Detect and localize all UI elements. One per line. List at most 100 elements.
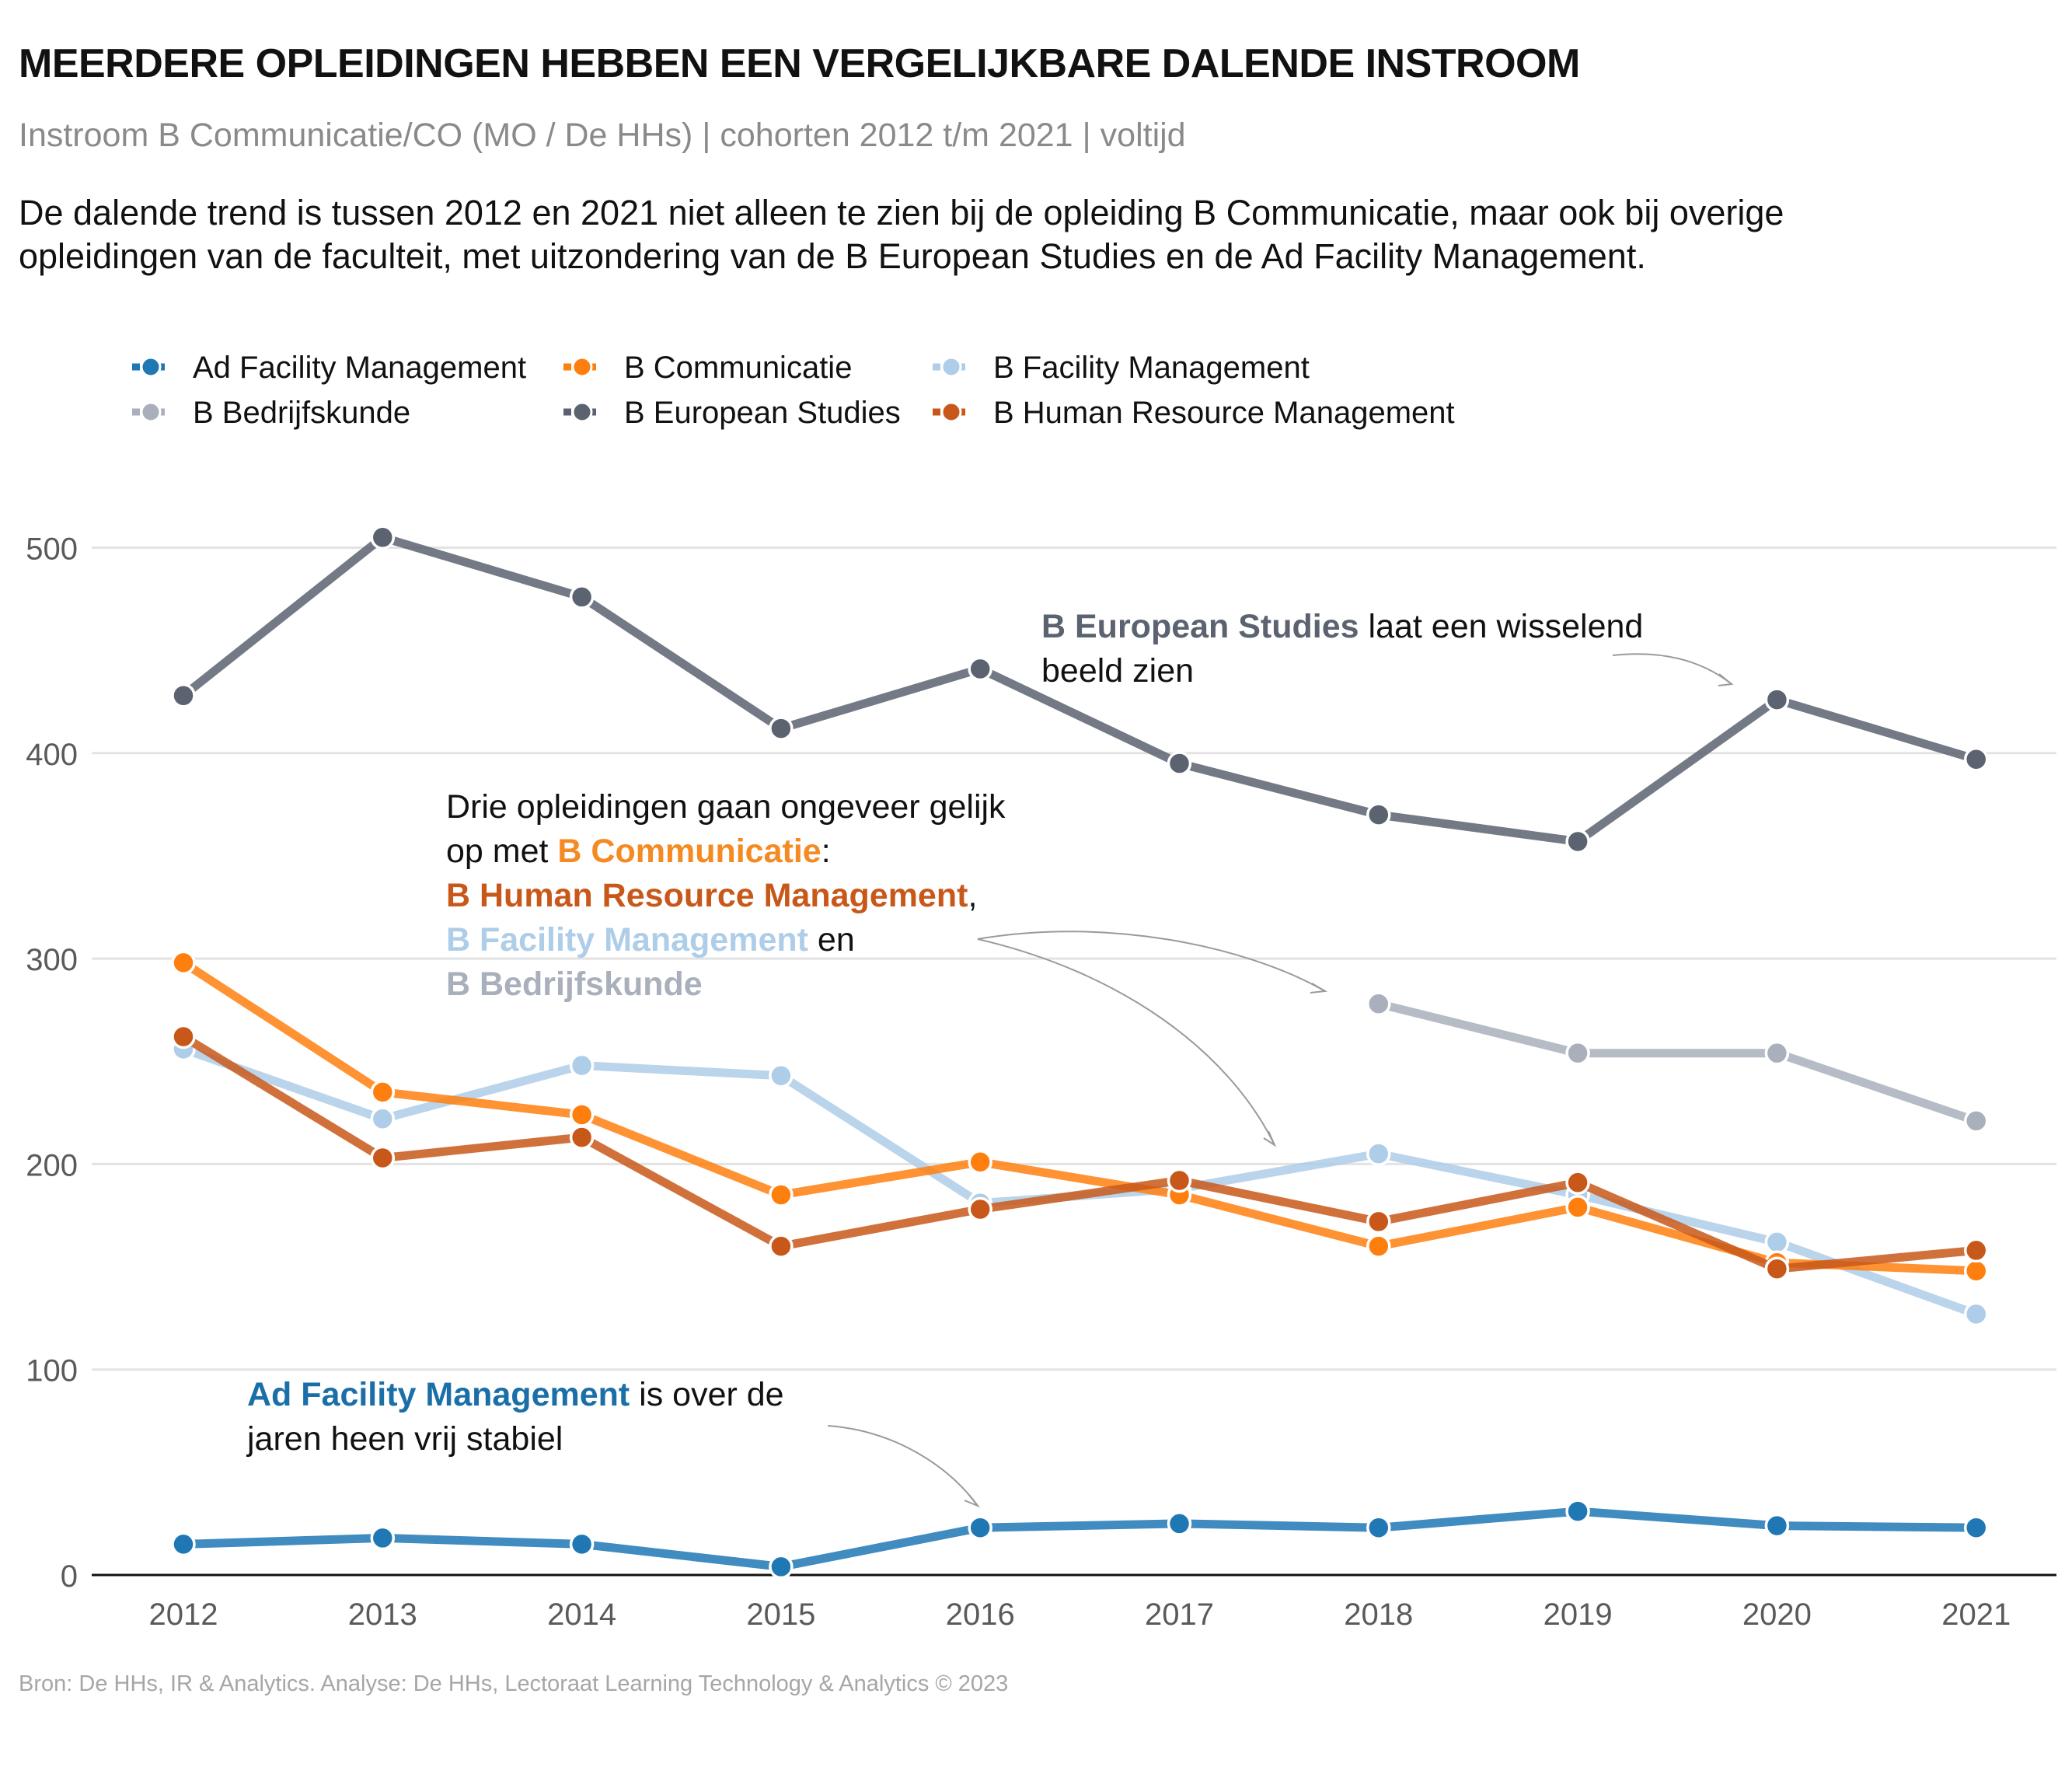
x-tick-label: 2017 bbox=[1145, 1598, 1214, 1632]
data-point bbox=[1963, 1515, 1989, 1540]
x-tick-label: 2018 bbox=[1344, 1598, 1413, 1632]
legend-swatch-marker bbox=[140, 401, 162, 423]
data-point bbox=[1565, 1040, 1590, 1066]
data-point bbox=[1963, 1259, 1989, 1283]
data-point bbox=[569, 1125, 595, 1150]
arrow-es-head bbox=[1718, 673, 1734, 686]
series-lines bbox=[171, 525, 1989, 1580]
series-line bbox=[179, 1507, 1981, 1571]
series-b-human-resource-management bbox=[171, 1024, 1989, 1281]
data-point bbox=[370, 1106, 396, 1132]
annotation-european-studies: B European Studies laat een wisselend be… bbox=[1041, 605, 1643, 693]
arrow-bk bbox=[977, 931, 1326, 992]
legend-label: B Communicatie bbox=[624, 351, 852, 385]
legend-item: B European Studies bbox=[563, 396, 901, 430]
data-point bbox=[769, 1063, 794, 1088]
legend-swatch-marker bbox=[940, 356, 962, 378]
data-point bbox=[1366, 802, 1391, 827]
arrow-fm-head bbox=[1263, 1130, 1277, 1147]
ann-three-hrm: B Human Resource Management bbox=[446, 877, 968, 914]
data-point bbox=[171, 950, 196, 976]
legend-item: B Facility Management bbox=[933, 351, 1310, 385]
series-line bbox=[1374, 999, 1981, 1126]
data-point bbox=[968, 1196, 992, 1222]
ann-ad-rest: is over de bbox=[630, 1376, 784, 1413]
data-point bbox=[769, 716, 794, 741]
ann-three-bk: B Bedrijfskunde bbox=[446, 966, 703, 1003]
x-tick-label: 2013 bbox=[348, 1598, 417, 1632]
data-point bbox=[1764, 1230, 1790, 1255]
legend-label: B Human Resource Management bbox=[993, 396, 1455, 430]
data-point bbox=[569, 1531, 595, 1557]
legend: Ad Facility Management B Communicatie B Fa… bbox=[132, 351, 1455, 430]
y-tick-label: 200 bbox=[26, 1148, 78, 1182]
x-tick-label: 2015 bbox=[746, 1598, 815, 1632]
x-tick-label: 2020 bbox=[1742, 1598, 1812, 1632]
x-axis-ticks: 2012 2013 2014 2015 2016 2017 2018 2019 2020 2021 bbox=[149, 1598, 2011, 1632]
intro-line-1: De dalende trend is tussen 2012 en 2021 … bbox=[19, 193, 1784, 232]
legend-swatch-marker bbox=[571, 401, 593, 423]
series-b-communicatie bbox=[171, 950, 1989, 1283]
legend-item: Ad Facility Management bbox=[132, 351, 526, 385]
x-tick-label: 2012 bbox=[149, 1598, 218, 1632]
x-tick-label: 2021 bbox=[1941, 1598, 2011, 1632]
data-point bbox=[569, 585, 595, 609]
data-point bbox=[769, 1234, 794, 1259]
arrow-fm bbox=[977, 938, 1275, 1146]
ann-three-fm: B Facility Management bbox=[446, 921, 808, 959]
ann-three-comm: B Communicatie bbox=[557, 833, 821, 870]
data-point bbox=[1764, 1513, 1790, 1538]
ann-ad-line2: jaren heen vrij stabiel bbox=[247, 1420, 563, 1458]
legend-label: B Bedrijfskunde bbox=[193, 396, 410, 430]
legend-label: Ad Facility Management bbox=[193, 351, 526, 385]
series-line bbox=[179, 958, 1981, 1276]
arrow-ad-head bbox=[964, 1493, 981, 1508]
data-point bbox=[1366, 1141, 1391, 1166]
data-point bbox=[370, 525, 396, 550]
annotation-arrows bbox=[827, 653, 1734, 1508]
ann-three-en: en bbox=[808, 921, 855, 959]
ann-three-colon: : bbox=[821, 833, 831, 870]
data-point bbox=[370, 1080, 396, 1105]
annotation-ad-facility: Ad Facility Management is over de jaren … bbox=[247, 1373, 784, 1461]
x-tick-label: 2019 bbox=[1544, 1598, 1613, 1632]
y-tick-label: 400 bbox=[26, 738, 78, 772]
data-point bbox=[1366, 1515, 1391, 1540]
data-point bbox=[370, 1525, 396, 1551]
intro-text: De dalende trend is tussen 2012 en 2021 … bbox=[19, 191, 2055, 278]
annotation-three-programs: Drie opleidingen gaan ongeveer gelijk op… bbox=[446, 785, 1006, 1007]
series-ad-facility-management bbox=[171, 1499, 1989, 1580]
ann-three-line1: Drie opleidingen gaan ongeveer gelijk bbox=[446, 788, 1006, 826]
data-point bbox=[1963, 1238, 1989, 1263]
data-point bbox=[1167, 1511, 1192, 1536]
data-point bbox=[1764, 687, 1790, 712]
series-b-bedrijfskunde bbox=[1366, 991, 1989, 1133]
legend-swatch-marker bbox=[140, 356, 162, 378]
data-point bbox=[171, 1531, 196, 1557]
legend-label: B European Studies bbox=[624, 396, 901, 430]
ann-ad-bold: Ad Facility Management bbox=[247, 1376, 630, 1413]
data-point bbox=[1565, 1499, 1590, 1524]
legend-label: B Facility Management bbox=[993, 351, 1310, 385]
intro-line-2: opleidingen van de faculteit, met uitzon… bbox=[19, 236, 1646, 276]
y-tick-label: 0 bbox=[61, 1559, 78, 1594]
data-point bbox=[1764, 1256, 1790, 1281]
legend-item: B Communicatie bbox=[563, 351, 852, 385]
data-point bbox=[1963, 1109, 1989, 1133]
ann-es-line2: beeld zien bbox=[1041, 652, 1195, 690]
ann-three-pre: op met bbox=[446, 833, 558, 870]
data-point bbox=[968, 1515, 992, 1540]
data-point bbox=[370, 1145, 396, 1171]
data-point bbox=[769, 1554, 794, 1580]
data-point bbox=[1167, 751, 1192, 776]
data-point bbox=[1565, 829, 1590, 854]
y-tick-label: 300 bbox=[26, 943, 78, 977]
data-point bbox=[1366, 1209, 1391, 1234]
y-tick-label: 500 bbox=[26, 533, 78, 567]
series-line bbox=[179, 533, 1981, 846]
data-point bbox=[1963, 746, 1989, 772]
x-tick-label: 2014 bbox=[547, 1598, 616, 1632]
data-point bbox=[1764, 1040, 1790, 1066]
y-tick-label: 100 bbox=[26, 1354, 78, 1388]
